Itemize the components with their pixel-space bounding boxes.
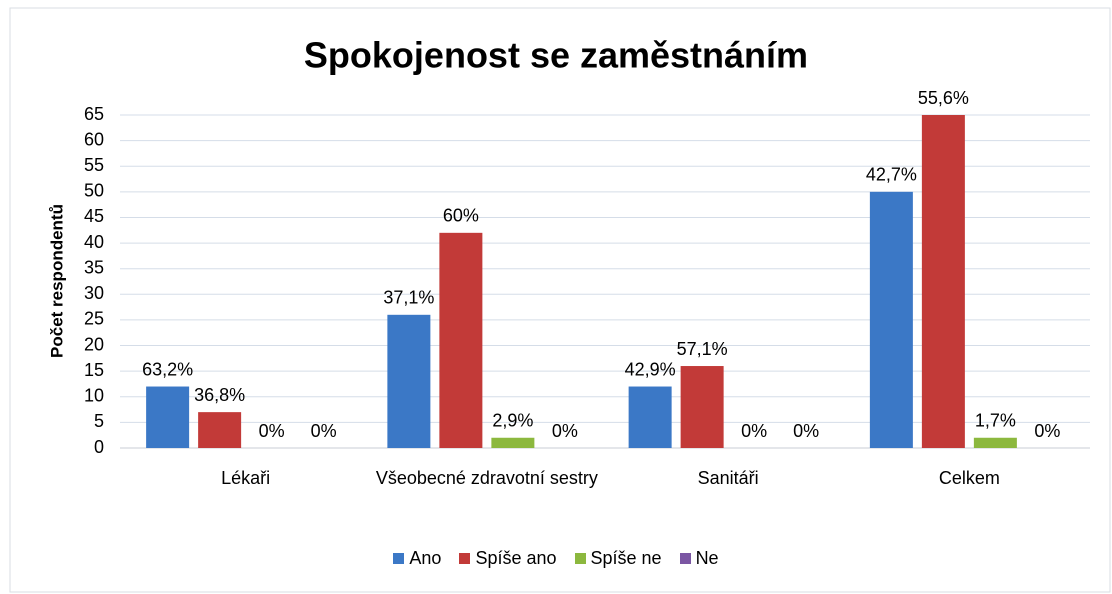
y-tick-label: 65 xyxy=(84,104,104,124)
bar xyxy=(869,191,913,448)
legend-label: Ne xyxy=(695,548,719,568)
legend-item: Spíše ne xyxy=(574,548,662,569)
data-label: 42,9% xyxy=(625,359,676,379)
y-tick-label: 5 xyxy=(94,411,104,431)
legend-item: Ano xyxy=(393,548,441,569)
x-tick-label: Celkem xyxy=(938,468,1000,488)
y-tick-label: 25 xyxy=(84,309,104,329)
chart-title: Spokojenost se zaměstnáním xyxy=(304,35,808,76)
y-tick-label: 50 xyxy=(84,181,104,201)
data-label: 2,9% xyxy=(492,411,533,431)
data-label: 42,7% xyxy=(866,165,917,185)
bar xyxy=(921,115,965,448)
y-tick-label: 30 xyxy=(84,283,104,303)
legend-item: Spíše ano xyxy=(459,548,557,569)
x-tick-label: Všeobecné zdravotní sestry xyxy=(375,468,598,488)
y-tick-label: 55 xyxy=(84,155,104,175)
legend-label: Spíše ano xyxy=(475,548,557,568)
y-tick-label: 40 xyxy=(84,232,104,252)
data-label: 55,6% xyxy=(918,88,969,108)
data-label: 0% xyxy=(793,421,819,441)
y-tick-label: 45 xyxy=(84,206,104,226)
legend-label: Spíše ne xyxy=(590,548,662,568)
bar xyxy=(146,386,190,448)
legend-item: Ne xyxy=(679,548,719,569)
y-tick-label: 15 xyxy=(84,360,104,380)
y-tick-label: 10 xyxy=(84,386,104,406)
bar xyxy=(491,437,535,448)
bar xyxy=(973,437,1017,448)
data-label: 63,2% xyxy=(142,359,193,379)
legend-swatch xyxy=(393,553,405,564)
data-label: 36,8% xyxy=(194,385,245,405)
y-axis-label: Počet respondentů xyxy=(47,204,66,358)
bar xyxy=(198,412,242,448)
bar xyxy=(387,314,431,448)
data-label: 60% xyxy=(443,206,479,226)
legend-swatch xyxy=(459,553,471,564)
x-tick-label: Lékaři xyxy=(221,468,271,488)
data-label: 0% xyxy=(1034,421,1060,441)
frame xyxy=(9,7,1111,593)
legend-label: Ano xyxy=(409,548,442,568)
data-label: 57,1% xyxy=(677,339,728,359)
data-label: 0% xyxy=(741,421,767,441)
legend: Ano Spíše ano Spíše ne Ne xyxy=(0,548,1112,569)
data-label: 0% xyxy=(311,421,337,441)
y-tick-label: 35 xyxy=(84,257,104,277)
bar xyxy=(628,386,672,448)
y-tick-label: 0 xyxy=(94,437,104,457)
data-label: 0% xyxy=(552,421,578,441)
x-tick-label: Sanitáři xyxy=(697,468,759,488)
legend-swatch xyxy=(574,553,586,564)
bar xyxy=(439,232,483,448)
data-label: 37,1% xyxy=(383,288,434,308)
y-tick-label: 60 xyxy=(84,129,104,149)
bar xyxy=(680,366,724,448)
data-label: 1,7% xyxy=(975,411,1016,431)
legend-swatch xyxy=(679,553,691,564)
data-label: 0% xyxy=(259,421,285,441)
y-tick-label: 20 xyxy=(84,334,104,354)
